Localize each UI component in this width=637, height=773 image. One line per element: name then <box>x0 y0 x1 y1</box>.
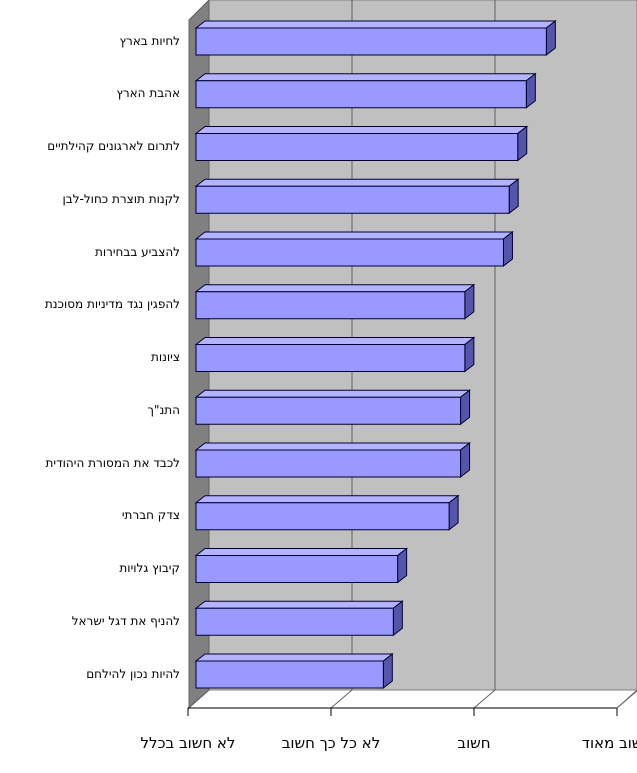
floor-grid-line <box>616 690 637 709</box>
floor-grid-line <box>473 689 496 709</box>
bar-top <box>194 231 514 240</box>
bar <box>195 80 527 109</box>
bar-top <box>194 389 472 398</box>
y-tick-label: לכבד את המסורת היהודית <box>45 455 180 470</box>
bar-top <box>194 284 476 293</box>
bar <box>195 555 399 583</box>
bar <box>195 238 504 267</box>
y-tick-label: ציונות <box>150 350 180 364</box>
bar-top <box>194 495 460 504</box>
bar-top <box>194 20 557 29</box>
y-tick-label: צדק חברתי <box>121 508 180 523</box>
y-tick-label: להניף את דגל ישראל <box>71 613 180 628</box>
y-tick-label: להיות נכון להילחם <box>86 666 180 681</box>
y-tick-label: להפגין נגד מדיניות מסוכנת <box>44 297 180 312</box>
bar-top <box>194 548 409 556</box>
y-tick-label: להצביע בבחירות <box>94 244 180 259</box>
bar <box>195 27 547 56</box>
bar <box>195 660 384 689</box>
bar <box>195 607 394 636</box>
floor <box>187 689 637 709</box>
floor-grid-line <box>187 689 210 709</box>
bar-top <box>194 337 476 345</box>
y-tick-label: לתרום לארגונים קהילתיים <box>47 139 180 153</box>
y-tick-label: התנ"ך <box>147 402 181 417</box>
y-tick-label: אהבת הארץ <box>116 86 180 101</box>
bar <box>195 344 466 372</box>
x-tick-label: חשוב מאוד <box>581 734 637 752</box>
bar-top <box>194 442 472 451</box>
y-tick-label: לחיות בארץ <box>119 33 180 48</box>
bar <box>195 133 519 161</box>
x-tick-label: לא חשוב בכלל <box>140 734 236 752</box>
bar-top <box>194 653 394 662</box>
y-tick-label: לקנות תוצרת כחול-לבן <box>62 191 181 206</box>
bar <box>195 502 450 531</box>
bar <box>195 449 462 478</box>
bar-top <box>194 178 520 187</box>
bar <box>195 185 510 214</box>
bar <box>195 291 466 320</box>
x-tick-label: חשוב <box>457 734 491 752</box>
floor-grid-line <box>330 689 353 709</box>
bar <box>195 396 462 425</box>
bar-top <box>194 126 529 134</box>
y-tick-label: קיבוץ גלויות <box>119 561 180 575</box>
x-tick-label: לא כל כך חשוב <box>281 734 381 752</box>
bar-top <box>194 600 404 609</box>
bar-top <box>194 73 537 82</box>
